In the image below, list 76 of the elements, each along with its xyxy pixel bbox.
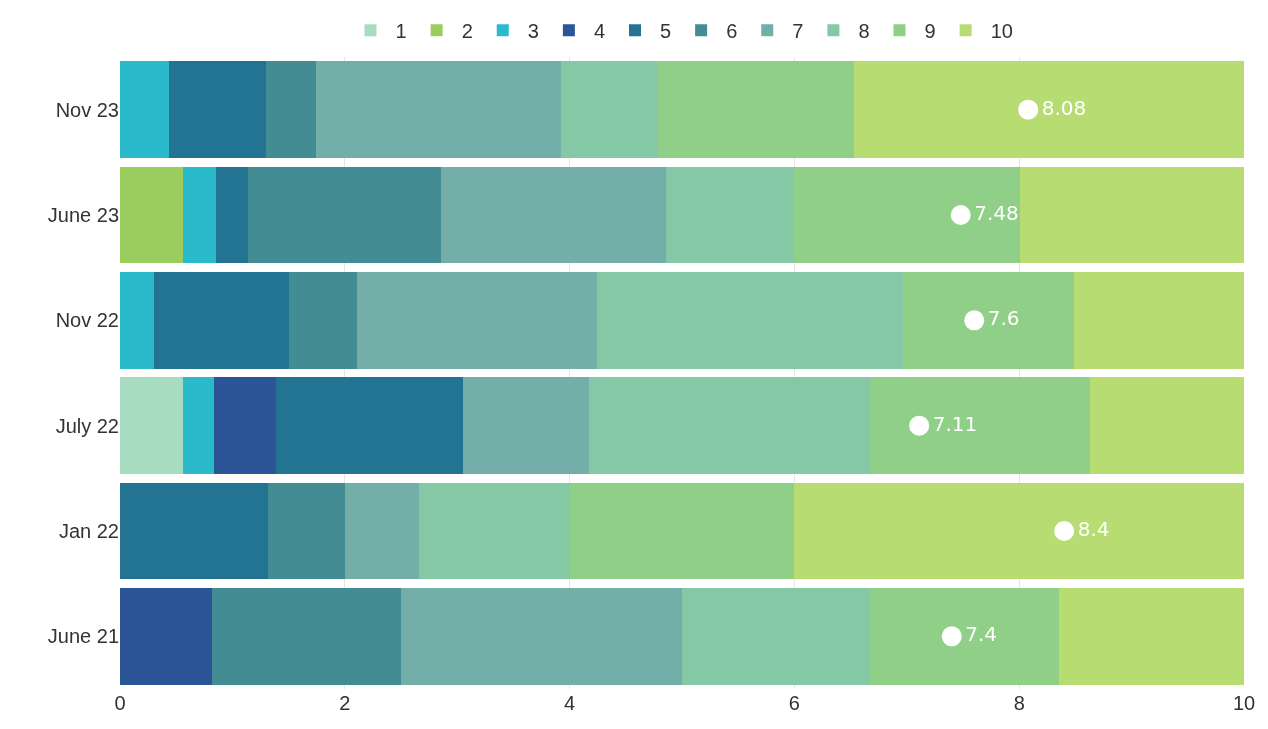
bar [120,61,170,159]
bar [268,482,345,580]
legend-label: 9 [924,19,936,42]
bar [560,61,659,159]
bar [853,61,1244,159]
bar [169,61,267,159]
point [1054,521,1075,541]
bar [120,482,269,580]
x-tick-label: 8 [1013,692,1025,714]
bar [1074,271,1244,369]
legend-label: 7 [792,19,804,42]
y-tick-label: June 21 [47,625,119,648]
point [950,205,971,225]
data-label: 7.4 [965,622,998,647]
y-tick-label: Nov 22 [55,309,119,332]
legend-label: 5 [660,19,672,42]
data-label: 7.6 [987,306,1020,331]
bar [658,61,854,159]
bar [215,166,249,264]
bar [462,377,589,475]
bar [357,271,597,369]
x-tick-label: 0 [114,692,126,714]
bar [153,271,289,369]
bar [182,166,216,264]
bar [248,166,442,264]
bar [596,271,904,369]
bar [288,271,358,369]
bar [182,377,215,475]
bar [212,587,401,685]
bar [869,377,1091,475]
x-tick-label: 10 [1232,692,1256,714]
bar [315,61,561,159]
bar [869,587,1059,685]
bar [1020,166,1244,264]
bar [401,587,682,685]
bar [120,587,213,685]
x-tick-label: 4 [564,692,576,714]
bar [1058,587,1244,685]
legend-label: 1 [395,19,407,42]
bar [588,377,870,475]
bar [569,482,795,580]
bar [418,482,570,580]
bar [794,482,1244,580]
y-tick-label: Jan 22 [58,520,119,542]
bar [441,166,667,264]
data-label: 8.08 [1041,95,1087,120]
point [909,415,930,436]
bar [120,271,154,369]
data-label: 7.48 [974,201,1019,225]
y-tick-label: Nov 23 [55,98,119,121]
bar [120,166,183,264]
x-tick-label: 2 [339,692,351,714]
legend-label: 6 [726,19,738,42]
bar [276,377,463,475]
bar [666,166,794,264]
bar [1090,377,1244,475]
point [964,310,985,331]
bar [120,377,183,475]
bar [682,587,870,685]
bar [903,271,1075,369]
legend-label: 4 [593,19,605,42]
point [941,626,962,647]
point [1018,99,1039,120]
bar [793,166,1021,264]
data-label: 8.4 [1077,517,1110,541]
data-label: 7.11 [932,411,978,436]
y-tick-label: July 22 [55,414,119,437]
bar [344,482,419,580]
bar [214,377,277,475]
legend-label: 2 [461,19,473,42]
x-tick-label: 6 [788,692,800,714]
legend-label: 3 [527,19,539,42]
bar [266,61,316,159]
legend-label: 10 [990,19,1013,42]
legend-label: 8 [858,19,870,42]
y-tick-label: June 23 [47,204,119,226]
